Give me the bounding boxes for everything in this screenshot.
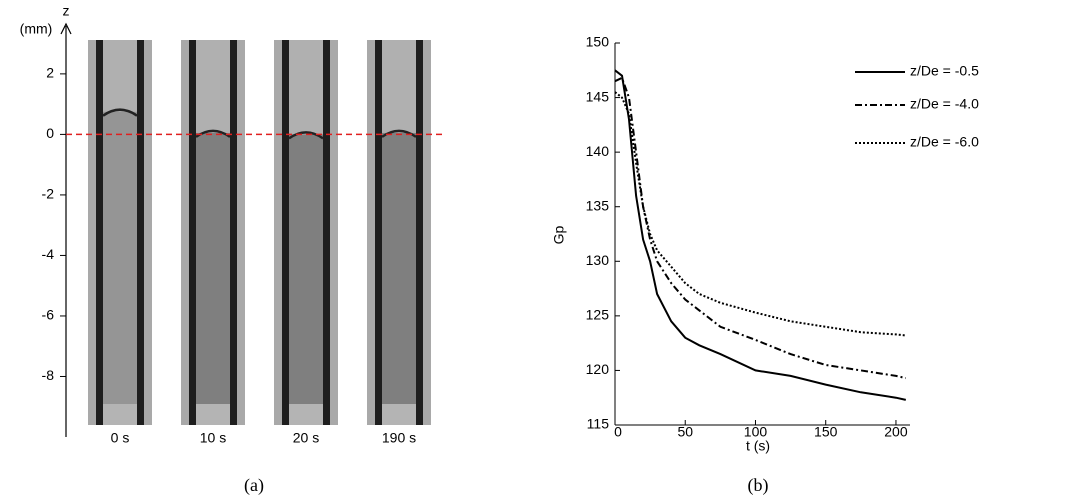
bottom-plug [288,404,324,425]
x-tick-label: 100 [744,424,768,440]
x-tick-label: 200 [884,424,908,440]
y-tick-label: 150 [586,34,610,50]
x-tick-label: 150 [814,424,838,440]
frame-label: 20 s [293,430,319,446]
y-tick-label: 120 [586,361,610,377]
bottom-plug [102,404,138,425]
tube-image [367,40,431,425]
meniscus [381,129,417,138]
wall [96,40,103,425]
wall [230,40,237,425]
frame-label: 10 s [200,430,226,446]
tube-image [181,40,245,425]
upper [195,40,231,133]
wall [323,40,330,425]
legend-label: z/De = -6.0 [910,134,979,150]
bottom-plug [195,404,231,425]
wall [137,40,144,425]
x-tick-label: 50 [677,424,693,440]
upper [381,40,417,133]
y-tick-label: 125 [586,307,610,323]
frame-label: 190 s [382,430,416,446]
upper [288,40,324,135]
y-tick-label: 115 [587,416,610,432]
y-tick-label: 140 [586,143,610,159]
wall [375,40,382,425]
tube-image [88,40,152,425]
liquid [288,134,324,404]
caption: (b) [748,475,769,496]
y-tick-label: 0 [46,125,54,141]
x-tick-label: 0 [614,424,622,440]
y-axis-unit: (mm) [20,21,53,37]
y-tick-label: -2 [42,186,55,202]
x-axis-label: t (s) [746,438,770,454]
liquid [102,111,138,404]
y-tick-label: 2 [46,65,54,81]
wall [282,40,289,425]
y-axis-label: z [63,3,70,19]
series-line [614,76,907,380]
liquid [195,132,231,404]
y-tick-label: 135 [586,197,610,213]
meniscus [102,108,138,117]
series-line [614,91,906,337]
caption: (a) [244,475,264,496]
legend-label: z/De = -4.0 [910,96,979,112]
legend-label: z/De = -0.5 [910,63,979,79]
y-tick-label: 145 [586,88,610,104]
axis-arrow [60,22,72,35]
bottom-plug [381,404,417,425]
meniscus [288,131,324,140]
series-line [614,69,907,401]
y-tick-label: 130 [586,252,610,268]
y-tick-label: -4 [42,246,55,262]
frame-label: 0 s [111,430,130,446]
upper [102,40,138,112]
tube-image [274,40,338,425]
y-axis-label: Gp [551,225,567,244]
y-tick-label: -6 [42,307,55,323]
wall [416,40,423,425]
liquid [381,132,417,404]
y-tick-label: -8 [42,367,55,383]
wall [189,40,196,425]
